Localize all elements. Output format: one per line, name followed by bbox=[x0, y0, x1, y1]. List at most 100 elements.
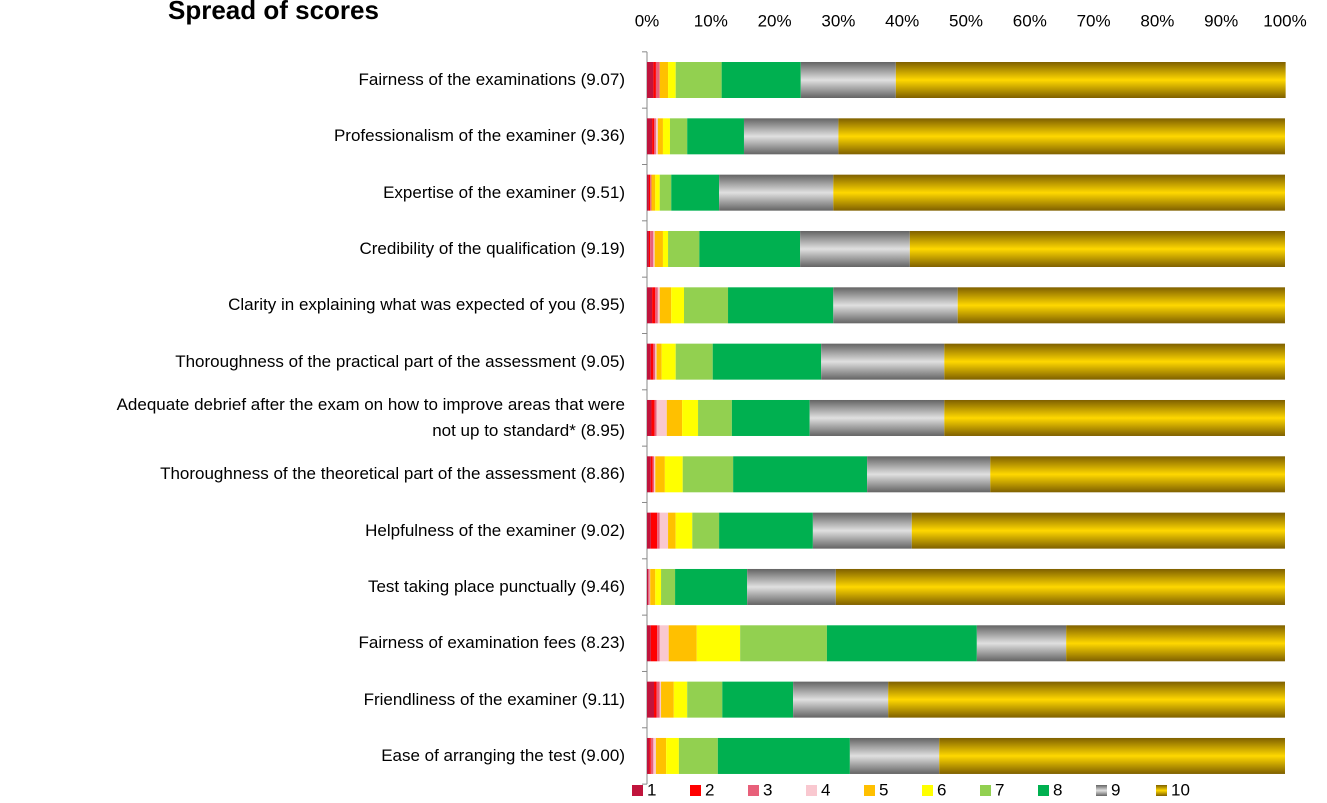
bar-segment bbox=[800, 230, 910, 267]
bar-segment bbox=[809, 399, 945, 436]
bar-segment bbox=[650, 174, 652, 211]
x-tick-label: 60% bbox=[1013, 11, 1047, 30]
bar-segment bbox=[719, 512, 813, 549]
bar-segment bbox=[719, 174, 834, 211]
bar-segment bbox=[833, 174, 1285, 211]
legend-swatch bbox=[1156, 785, 1167, 796]
bar-segment bbox=[687, 681, 723, 718]
legend-swatch bbox=[922, 785, 933, 796]
legend-label: 10 bbox=[1171, 780, 1190, 799]
bar-segment bbox=[722, 681, 794, 718]
bar-segment bbox=[662, 230, 669, 267]
y-tick-label: Thoroughness of the theoretical part of … bbox=[160, 464, 625, 484]
bar-segment bbox=[661, 681, 674, 718]
bar-segment bbox=[656, 343, 662, 380]
x-tick-label: 20% bbox=[758, 11, 792, 30]
legend-swatch bbox=[1096, 785, 1107, 796]
bar-segment bbox=[867, 456, 991, 493]
bar-segment bbox=[652, 118, 655, 155]
bar-segment bbox=[650, 230, 654, 267]
bar-segment bbox=[666, 399, 683, 436]
bar-segment bbox=[717, 737, 850, 774]
bar-segment bbox=[650, 343, 654, 380]
bar-segment bbox=[671, 174, 720, 211]
legend-swatch bbox=[690, 785, 701, 796]
bar-segment bbox=[684, 287, 729, 324]
bar-segment bbox=[655, 174, 660, 211]
bar-segment bbox=[647, 737, 650, 774]
x-tick-label: 80% bbox=[1140, 11, 1174, 30]
bar-segment bbox=[647, 681, 655, 718]
bar-segment bbox=[731, 399, 810, 436]
bar-segment bbox=[655, 737, 667, 774]
bar-segment bbox=[655, 343, 657, 380]
bar-segment bbox=[650, 625, 658, 662]
bar-segment bbox=[648, 230, 651, 267]
bar-segment bbox=[696, 625, 741, 662]
bar-segment bbox=[976, 625, 1067, 662]
bar-segment bbox=[647, 62, 654, 98]
chart-title: Spread of scores bbox=[168, 0, 379, 25]
bar-segment bbox=[647, 399, 652, 436]
bar-segment bbox=[648, 568, 650, 605]
legend-label: 3 bbox=[763, 780, 772, 799]
y-tick-label: Friendliness of the examiner (9.11) bbox=[363, 689, 625, 709]
bar-segment bbox=[668, 512, 676, 549]
legend-label: 1 bbox=[647, 780, 656, 799]
bar-segment bbox=[647, 343, 651, 380]
y-tick-label: Fairness of examination fees (8.23) bbox=[358, 633, 625, 653]
bar-segment bbox=[647, 287, 653, 324]
bar-segment bbox=[669, 118, 688, 155]
bar-segment bbox=[659, 512, 669, 549]
bar-segment bbox=[909, 230, 1285, 267]
bar-segment bbox=[661, 343, 676, 380]
legend-label: 8 bbox=[1053, 780, 1062, 799]
bar-segment bbox=[657, 625, 660, 662]
bar-segment bbox=[957, 287, 1285, 324]
legend-swatch bbox=[632, 785, 643, 796]
bar-segment bbox=[821, 343, 945, 380]
bar-segment bbox=[671, 287, 685, 324]
x-tick-label: 10% bbox=[694, 11, 728, 30]
bar-segment bbox=[675, 512, 693, 549]
bar-segment bbox=[743, 118, 839, 155]
x-tick-label: 50% bbox=[949, 11, 983, 30]
bar-segment bbox=[721, 62, 801, 98]
bar-segment bbox=[668, 230, 700, 267]
y-tick-label: Expertise of the examiner (9.51) bbox=[383, 182, 625, 202]
bar-segment bbox=[653, 737, 656, 774]
bar-segment bbox=[682, 456, 734, 493]
bar-segment bbox=[659, 174, 672, 211]
bar-segment bbox=[662, 118, 670, 155]
bar-segment bbox=[654, 230, 663, 267]
bar-segment bbox=[1066, 625, 1285, 662]
bar-segment bbox=[647, 512, 651, 549]
bar-segment bbox=[659, 62, 669, 98]
bar-segment bbox=[659, 681, 662, 718]
bar-segment bbox=[990, 456, 1285, 493]
legend-label: 9 bbox=[1111, 780, 1120, 799]
bar-segment bbox=[647, 568, 649, 605]
bar-segment bbox=[659, 287, 672, 324]
x-tick-label: 0% bbox=[635, 11, 660, 30]
bar-segment bbox=[655, 62, 660, 98]
bar-segment bbox=[650, 456, 653, 493]
bar-segment bbox=[692, 512, 720, 549]
legend-label: 6 bbox=[937, 780, 946, 799]
bar-segment bbox=[655, 118, 658, 155]
bar-segment bbox=[661, 568, 676, 605]
bar-segment bbox=[647, 456, 651, 493]
bar-segment bbox=[712, 343, 822, 380]
bar-segment bbox=[944, 399, 1285, 436]
bar-segment bbox=[733, 456, 868, 493]
bar-segment bbox=[659, 625, 669, 662]
bar-segment bbox=[675, 343, 713, 380]
bar-segment bbox=[655, 287, 658, 324]
legend-swatch bbox=[1038, 785, 1049, 796]
bar-segment bbox=[653, 343, 656, 380]
bar-segment bbox=[699, 230, 801, 267]
y-tick-label: Clarity in explaining what was expected … bbox=[228, 295, 625, 315]
bar-segment bbox=[944, 343, 1285, 380]
bar-segment bbox=[698, 399, 732, 436]
